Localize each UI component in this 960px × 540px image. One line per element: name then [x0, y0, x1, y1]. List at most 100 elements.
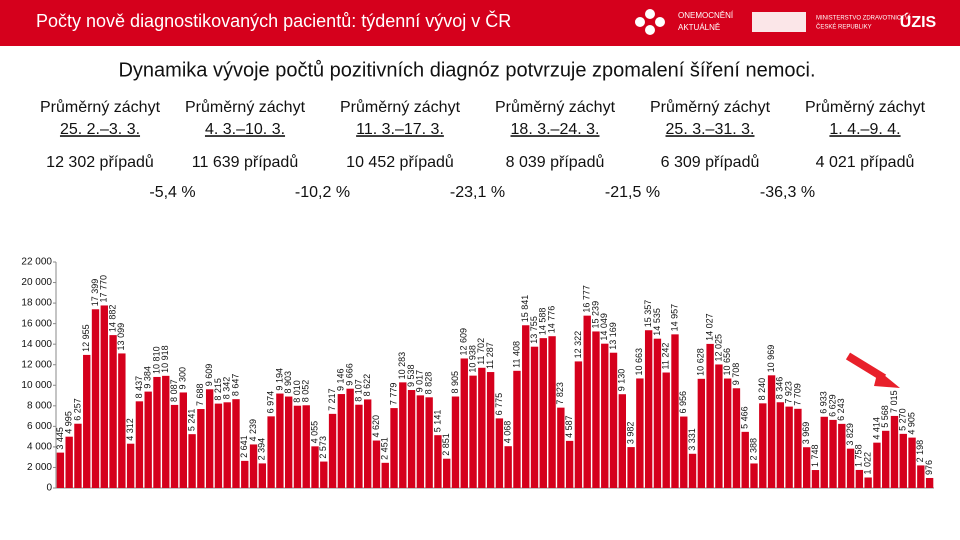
value-label: 976 — [924, 460, 934, 475]
bar — [855, 469, 864, 488]
value-label: 9 384 — [143, 366, 153, 389]
value-label: 8 346 — [775, 377, 785, 400]
bar — [697, 378, 706, 488]
value-label: 2 573 — [318, 436, 328, 459]
value-label: 17 770 — [99, 275, 109, 303]
value-label: 7 709 — [792, 383, 802, 406]
bar — [65, 436, 73, 488]
week-cases: 11 639 případů — [192, 153, 298, 171]
bar — [723, 378, 732, 488]
value-label: 6 257 — [72, 398, 82, 421]
bar — [320, 461, 328, 488]
logo-dot — [635, 17, 645, 27]
value-label: 8 240 — [757, 378, 767, 401]
y-tick-label: 8 000 — [27, 400, 52, 411]
value-label: 2 641 — [239, 435, 249, 458]
value-label: 4 414 — [871, 417, 881, 440]
bar — [188, 434, 196, 488]
bar — [715, 364, 723, 488]
value-label: 5 466 — [740, 406, 750, 429]
week-period: 18. 3.–24. 3. — [511, 121, 600, 138]
value-label: 15 841 — [520, 295, 530, 323]
bar — [820, 416, 828, 488]
week-label: Průměrný záchyt — [340, 98, 461, 116]
value-label: 14 049 — [599, 313, 609, 341]
bar — [267, 416, 275, 488]
bar — [583, 315, 591, 488]
value-label: 16 777 — [582, 285, 592, 313]
value-label: 1 748 — [810, 445, 820, 468]
value-label: 9 017 — [415, 370, 425, 393]
value-label: 9 538 — [406, 364, 416, 387]
bar — [469, 375, 477, 488]
value-label: 7 015 — [889, 390, 899, 413]
bar — [609, 352, 618, 488]
bar — [741, 431, 749, 488]
week-label: Průměrný záchyt — [650, 98, 771, 116]
logo-text: AKTUÁLNĚ — [678, 23, 720, 32]
y-tick-label: 12 000 — [21, 359, 52, 370]
bar — [364, 399, 372, 488]
logo-text: MINISTERSTVO ZDRAVOTNICTVÍ — [816, 15, 911, 22]
y-tick-label: 0 — [46, 483, 52, 494]
bar — [390, 408, 398, 488]
bar — [601, 343, 609, 488]
bar — [680, 416, 688, 488]
value-label: 2 198 — [915, 440, 925, 463]
value-label: 14 535 — [652, 308, 662, 336]
value-label: 11 287 — [485, 342, 495, 369]
value-label: 8 437 — [134, 376, 144, 399]
value-label: 12 955 — [81, 324, 91, 352]
bar — [135, 401, 144, 488]
bar — [100, 305, 108, 488]
value-label: 6 933 — [819, 391, 829, 414]
bar — [574, 361, 583, 488]
value-label: 7 823 — [555, 382, 565, 405]
bar — [644, 330, 653, 488]
value-label: 12 025 — [713, 334, 723, 362]
bar — [284, 396, 293, 488]
bar — [170, 404, 179, 488]
value-label: 7 688 — [195, 383, 205, 406]
value-label: 8 052 — [301, 380, 311, 403]
bar — [153, 376, 161, 488]
value-label: 8 905 — [450, 371, 460, 394]
value-label: 10 663 — [634, 348, 644, 376]
bar — [557, 407, 565, 488]
value-label: 6 956 — [678, 391, 688, 414]
value-label: 6 775 — [494, 393, 504, 416]
logo-dot — [655, 17, 665, 27]
bar — [56, 452, 65, 488]
bar — [241, 460, 249, 488]
value-label: 3 982 — [625, 422, 635, 445]
value-label: 8 010 — [292, 380, 302, 403]
bar — [205, 389, 214, 488]
value-label: 4 312 — [125, 418, 135, 441]
value-label: 10 969 — [766, 345, 776, 373]
value-label: 6 243 — [836, 398, 846, 421]
y-tick-label: 14 000 — [21, 339, 52, 350]
bar — [162, 375, 170, 488]
bar — [653, 338, 662, 488]
y-tick-label: 18 000 — [21, 298, 52, 309]
bar — [794, 408, 802, 488]
value-label: 12 322 — [573, 331, 583, 359]
value-label: 11 242 — [661, 343, 671, 370]
value-label: 2 451 — [380, 437, 390, 460]
bar — [478, 367, 486, 488]
value-label: 5 568 — [880, 405, 890, 428]
value-label: 9 146 — [336, 369, 346, 392]
logo — [635, 9, 665, 35]
bar — [838, 423, 846, 488]
bar — [759, 403, 767, 488]
logo-text: ÚZIS — [900, 12, 937, 31]
bar — [486, 372, 495, 488]
y-tick-label: 20 000 — [21, 277, 52, 288]
value-label: 2 851 — [441, 433, 451, 456]
logo-text: ONEMOCNĚNÍ — [678, 11, 734, 20]
value-label: 9 194 — [274, 368, 284, 391]
logo-text: ČESKÉ REPUBLIKY — [816, 24, 872, 31]
week-change: -23,1 % — [450, 184, 505, 201]
bar — [74, 423, 82, 488]
